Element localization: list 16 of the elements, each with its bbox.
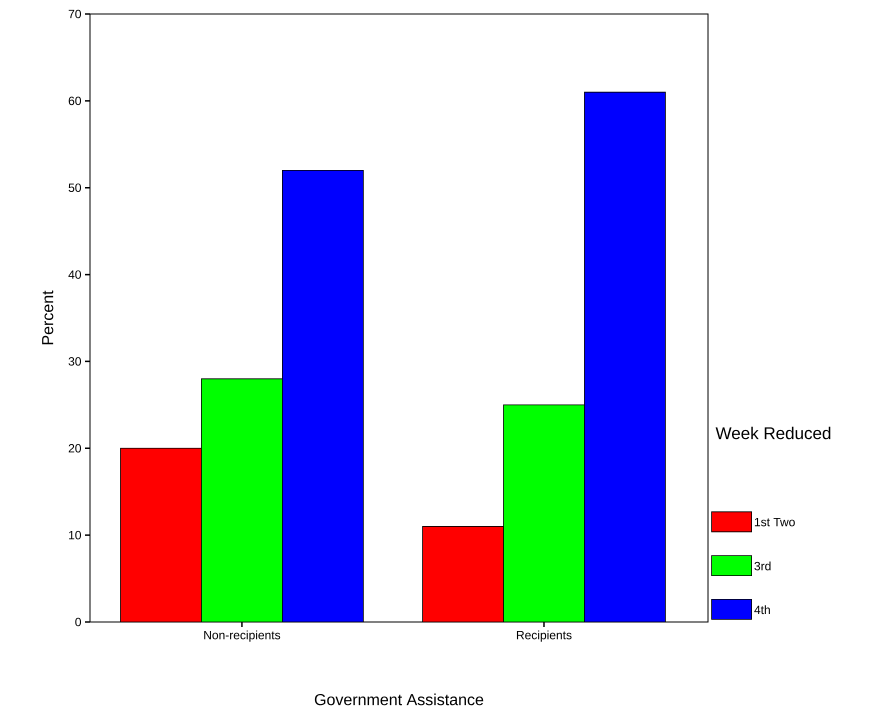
y-tick-label: 70 <box>68 10 82 18</box>
legend-title: Week Reduced <box>716 426 830 440</box>
x-tick-label: Non-recipients <box>204 630 280 642</box>
x-axis-title: Government Assistance <box>314 694 484 706</box>
legend-label: 3rd <box>754 562 771 570</box>
y-tick-label: 30 <box>68 357 82 366</box>
y-tick-label: 20 <box>68 444 82 453</box>
y-tick-label: 0 <box>75 618 82 626</box>
legend-label: 1st Two <box>754 518 795 526</box>
y-tick-label: 10 <box>69 530 82 540</box>
legend-label: 4th <box>754 605 770 614</box>
x-tick-label: Recipients <box>516 630 572 642</box>
y-tick-label: 60 <box>68 96 82 106</box>
y-tick-label: 50 <box>68 183 82 192</box>
y-tick-label: 40 <box>68 270 82 279</box>
y-axis-title: Percent <box>42 290 54 344</box>
